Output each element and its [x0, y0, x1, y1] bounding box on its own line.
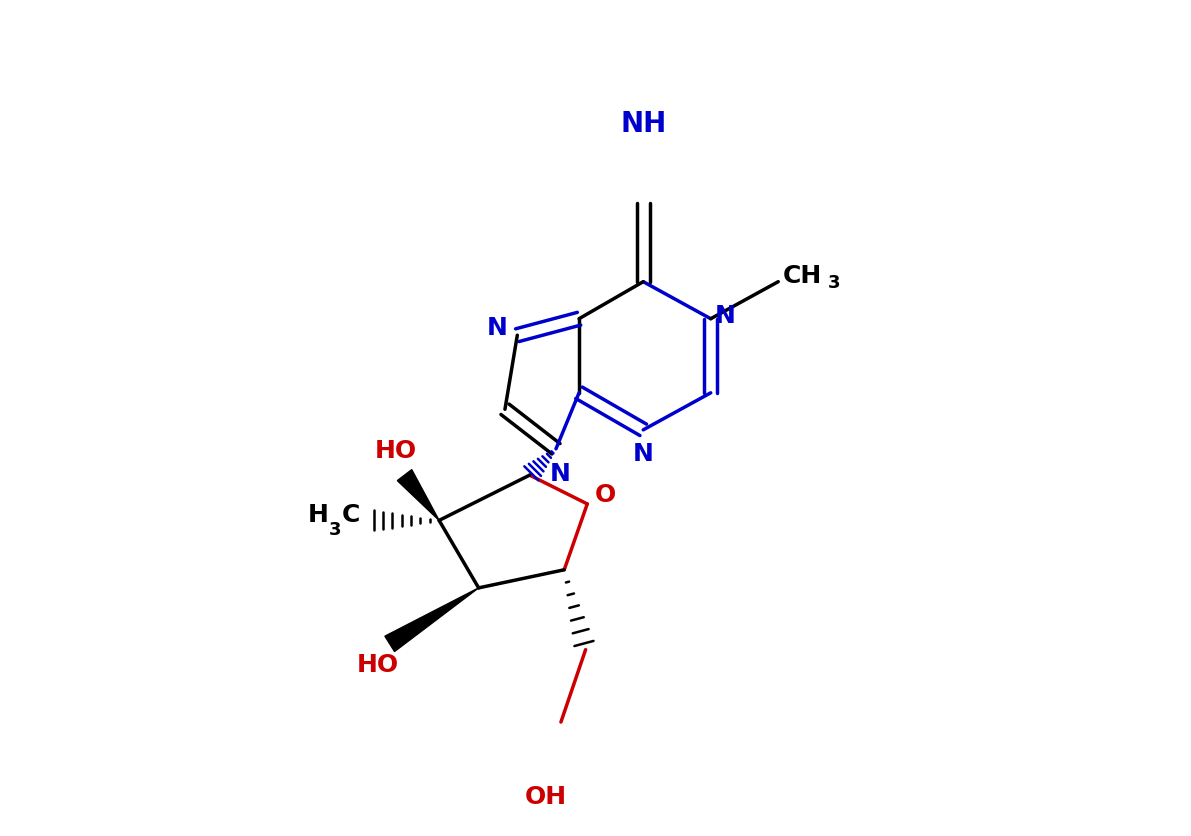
Text: O: O — [594, 482, 616, 507]
Text: N: N — [715, 303, 736, 327]
Text: 3: 3 — [329, 521, 341, 538]
Text: HO: HO — [356, 653, 399, 676]
Text: CH: CH — [782, 264, 822, 288]
Text: C: C — [342, 502, 360, 526]
Polygon shape — [385, 589, 479, 652]
Text: H: H — [307, 502, 329, 526]
Text: 3: 3 — [828, 273, 840, 291]
Text: HO: HO — [375, 439, 417, 463]
Polygon shape — [398, 470, 439, 521]
Text: OH: OH — [525, 784, 567, 808]
Text: N: N — [550, 462, 570, 486]
Text: N: N — [632, 441, 654, 466]
Text: N: N — [486, 315, 507, 339]
Text: NH: NH — [621, 110, 667, 138]
